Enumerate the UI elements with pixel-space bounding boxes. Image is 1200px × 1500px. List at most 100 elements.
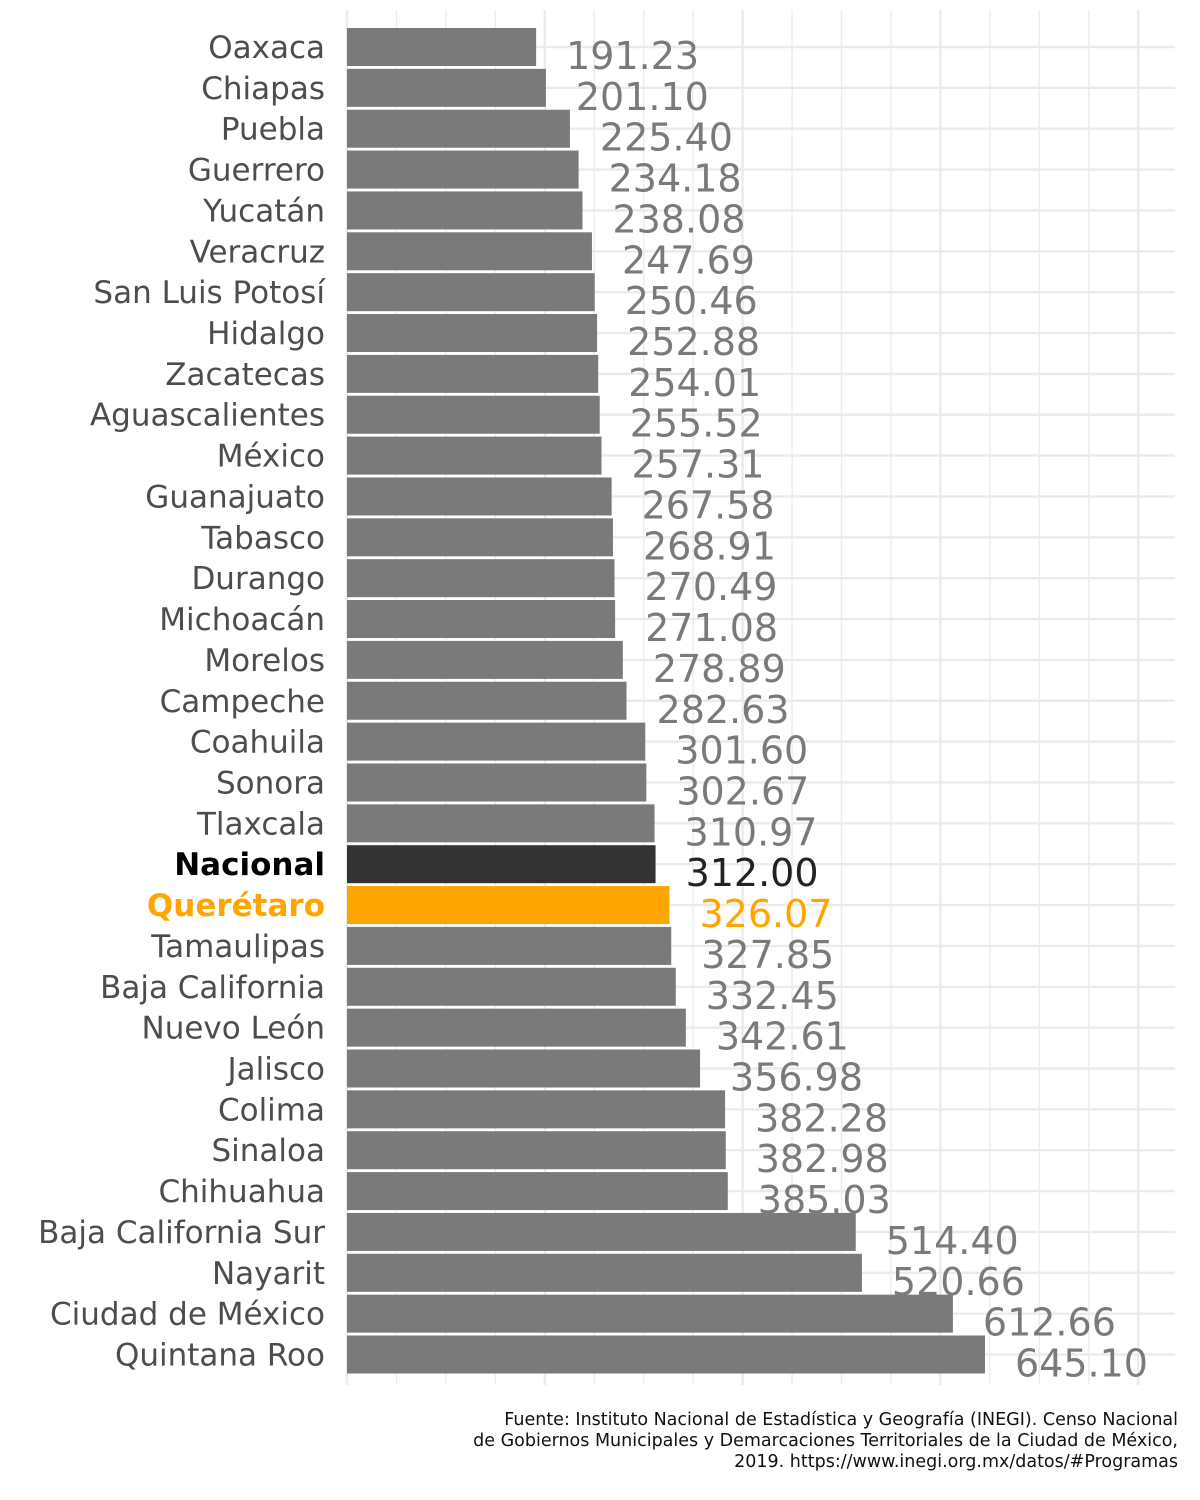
category-label: Aguascalientes — [90, 398, 325, 434]
value-label: 520.66 — [892, 1260, 1025, 1304]
value-label: 385.03 — [758, 1178, 891, 1222]
bar-chart: Oaxaca Chiapas Puebla Guerrero Yucatán Veracr… — [38, 10, 1175, 1386]
category-label: San Luis Potosí — [93, 275, 326, 311]
value-label: 342.61 — [716, 1015, 849, 1059]
value-label: 326.07 — [699, 892, 832, 936]
value-label: 255.52 — [630, 402, 763, 446]
bar — [347, 354, 599, 393]
category-label: Morelos — [204, 643, 325, 679]
category-label: Tamaulipas — [150, 929, 325, 965]
gridlines — [345, 10, 1175, 1385]
value-label: 270.49 — [645, 565, 778, 609]
value-labels: 191.23201.10225.40234.18238.08247.69250.… — [566, 34, 1148, 1386]
value-label: 254.01 — [628, 361, 761, 405]
bar — [347, 68, 546, 107]
caption-line: de Gobiernos Municipales y Demarcaciones… — [473, 1431, 1178, 1451]
bar — [347, 886, 670, 925]
bar — [347, 926, 672, 965]
bar — [347, 1090, 726, 1129]
category-label: Baja California Sur — [38, 1215, 325, 1251]
category-label: Chiapas — [201, 71, 325, 107]
value-label: 278.89 — [653, 647, 786, 691]
value-label: 514.40 — [886, 1219, 1019, 1263]
category-label: Guanajuato — [145, 479, 325, 515]
category-label: Durango — [191, 561, 325, 597]
category-label: Nacional — [174, 847, 325, 883]
category-label: Chihuahua — [159, 1174, 326, 1210]
bar — [347, 395, 600, 434]
category-label: Campeche — [160, 684, 325, 720]
bar — [347, 1212, 856, 1251]
category-label: Tlaxcala — [196, 806, 325, 842]
value-label: 257.31 — [631, 443, 764, 487]
value-label: 332.45 — [706, 974, 839, 1018]
category-label: Jalisco — [225, 1052, 325, 1088]
bar — [347, 273, 595, 312]
bars — [347, 28, 985, 1374]
bar — [347, 150, 579, 189]
value-label: 250.46 — [625, 279, 758, 323]
value-label: 267.58 — [642, 483, 775, 527]
bar — [347, 477, 612, 516]
bar — [347, 600, 616, 639]
value-label: 356.98 — [730, 1056, 863, 1100]
value-label: 382.98 — [756, 1137, 889, 1181]
category-label: Oaxaca — [208, 30, 325, 66]
category-label: Quintana Roo — [115, 1338, 325, 1374]
category-labels: Oaxaca Chiapas Puebla Guerrero Yucatán Veracr… — [38, 30, 326, 1374]
category-label: Yucatán — [202, 193, 325, 229]
bar — [347, 436, 602, 475]
bar — [347, 1253, 862, 1292]
bar — [347, 1172, 728, 1211]
bar — [347, 232, 592, 271]
bar — [347, 1131, 726, 1170]
bar — [347, 640, 623, 679]
value-label: 282.63 — [657, 688, 790, 732]
caption-line: 2019. https://www.inegi.org.mx/datos/#Pr… — [734, 1452, 1178, 1472]
category-label: Tabasco — [200, 520, 325, 556]
category-label: Nuevo León — [142, 1011, 326, 1047]
bar — [347, 681, 627, 720]
value-label: 645.10 — [1015, 1342, 1148, 1386]
bar — [347, 967, 676, 1006]
bar — [347, 28, 537, 66]
bar — [347, 1008, 686, 1047]
bar — [347, 1335, 985, 1374]
category-label: Sinaloa — [211, 1133, 325, 1169]
value-label: 225.40 — [600, 116, 733, 160]
value-label: 252.88 — [627, 320, 760, 364]
bar — [347, 1049, 701, 1088]
category-label: Baja California — [100, 970, 325, 1006]
value-label: 310.97 — [685, 810, 818, 854]
value-label: 301.60 — [675, 729, 808, 773]
category-label: Ciudad de México — [50, 1297, 325, 1333]
value-label: 234.18 — [609, 157, 742, 201]
bar — [347, 314, 598, 353]
category-label: Sonora — [216, 765, 325, 801]
category-label: Coahuila — [190, 725, 325, 761]
category-label: Querétaro — [147, 888, 325, 924]
category-label: Colima — [218, 1092, 325, 1128]
bar — [347, 559, 615, 598]
source-caption: Fuente: Instituto Nacional de Estadístic… — [28, 1410, 1178, 1473]
bar — [347, 722, 646, 761]
bar — [347, 1294, 953, 1333]
category-label: México — [217, 439, 325, 475]
category-label: Zacatecas — [165, 357, 325, 393]
caption-line: Fuente: Instituto Nacional de Estadístic… — [504, 1410, 1178, 1430]
bar — [347, 518, 613, 557]
category-label: Hidalgo — [207, 316, 325, 352]
value-label: 382.28 — [755, 1096, 888, 1140]
value-label: 612.66 — [983, 1301, 1116, 1345]
bar — [347, 191, 583, 230]
category-label: Nayarit — [212, 1256, 325, 1292]
value-label: 247.69 — [622, 238, 755, 282]
bar — [347, 109, 570, 148]
category-label: Puebla — [221, 112, 325, 148]
bar — [347, 804, 655, 843]
value-label: 312.00 — [686, 851, 819, 895]
category-label: Michoacán — [159, 602, 325, 638]
value-label: 327.85 — [701, 933, 834, 977]
category-label: Veracruz — [190, 234, 325, 270]
category-label: Guerrero — [188, 153, 325, 189]
